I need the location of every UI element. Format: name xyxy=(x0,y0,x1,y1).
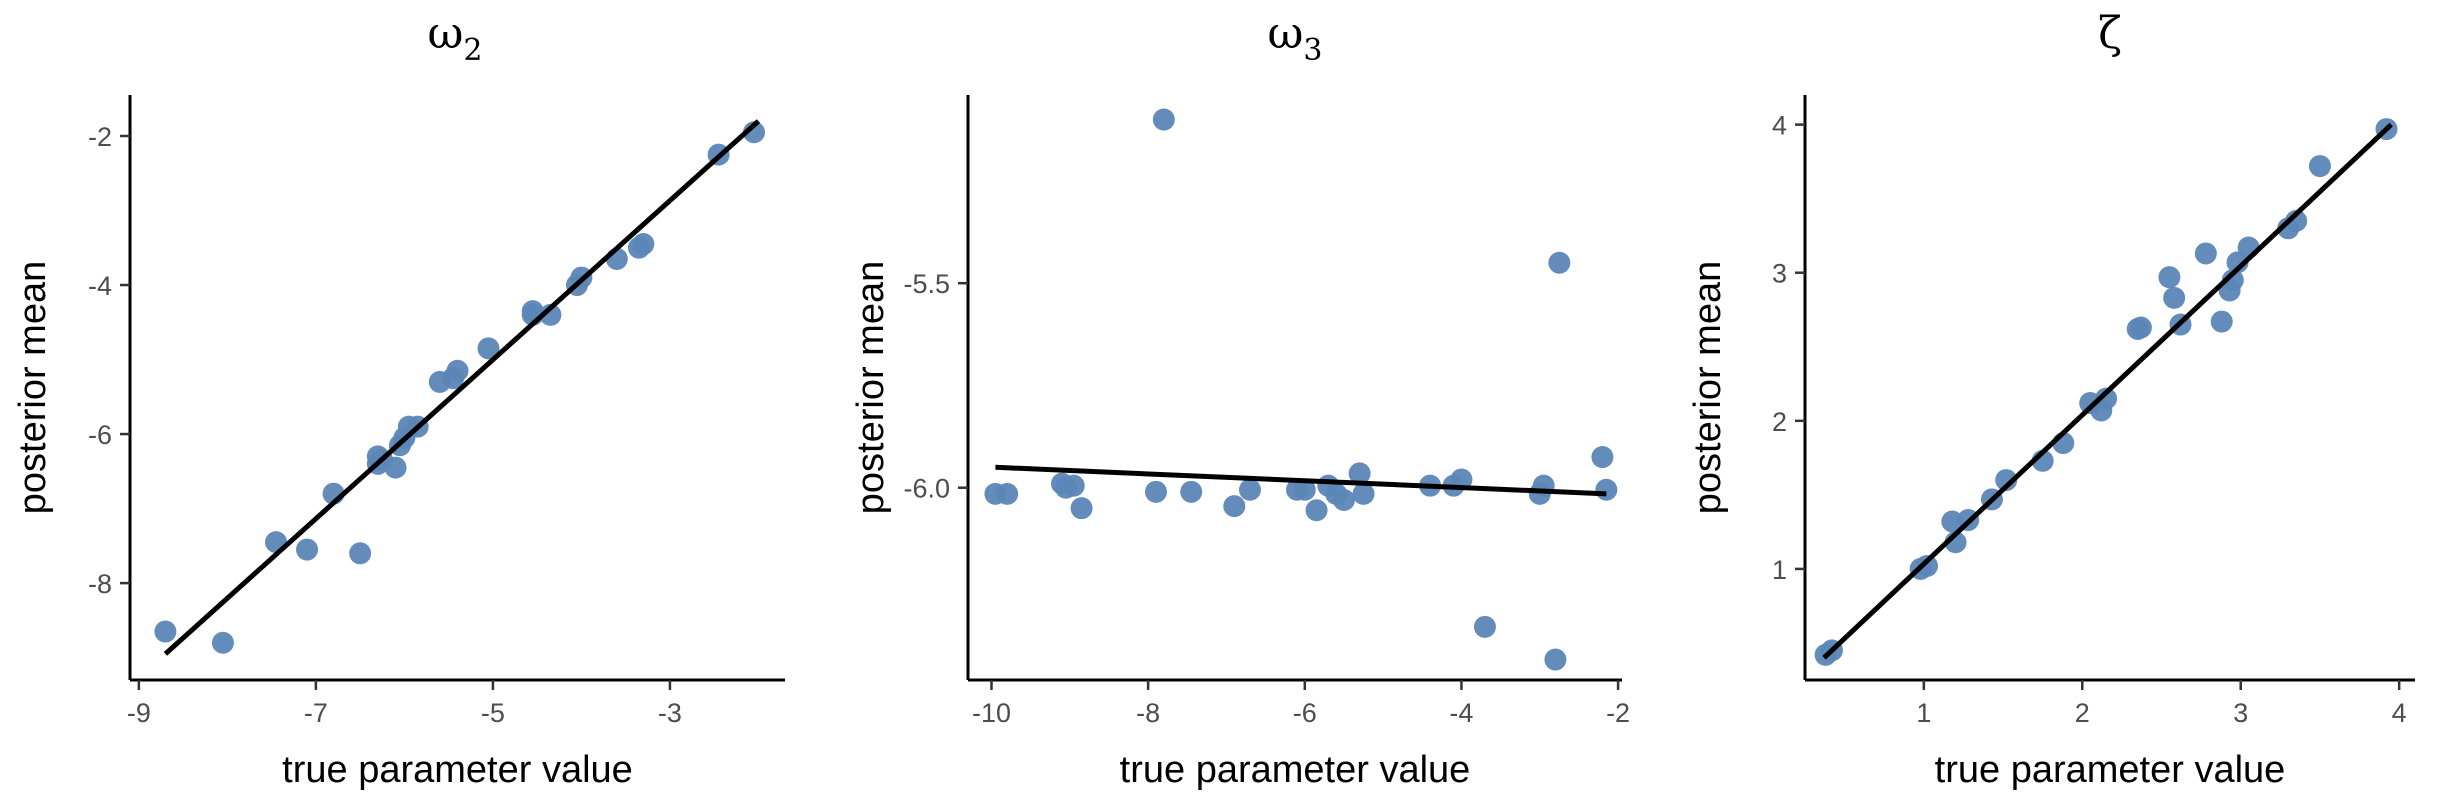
data-point xyxy=(539,303,562,326)
data-point xyxy=(477,337,500,360)
x-tick-label: -2 xyxy=(1606,698,1630,728)
y-tick-label: -2 xyxy=(88,122,112,152)
data-point xyxy=(996,482,1019,505)
data-point xyxy=(1152,108,1175,131)
x-tick-label: -8 xyxy=(1136,698,1160,728)
data-point xyxy=(2285,209,2308,232)
x-tick-label: -3 xyxy=(658,698,682,728)
data-point xyxy=(1070,497,1093,520)
x-tick-label: -9 xyxy=(127,698,151,728)
y-tick-label: 2 xyxy=(1772,407,1787,437)
panel-title-symbol: ω xyxy=(1268,8,1304,59)
data-point xyxy=(446,359,469,382)
panel-zeta: ζ 1 2 3 4 1 2 3 4 true parameter value posterior m… xyxy=(1687,8,2415,791)
panel-title-omega3: ω3 xyxy=(1268,8,1323,68)
y-tick-label: -4 xyxy=(88,271,112,301)
data-point xyxy=(2163,286,2186,309)
data-point xyxy=(1238,478,1261,501)
x-tick-label: 4 xyxy=(2392,698,2407,728)
data-point xyxy=(2221,269,2244,292)
fit-line xyxy=(163,119,761,656)
panel-title-omega2: ω2 xyxy=(428,8,483,68)
y-tick-label: 1 xyxy=(1772,555,1787,585)
data-point xyxy=(2308,155,2331,178)
y-tick-label: 3 xyxy=(1772,259,1787,289)
y-axis-title: posterior mean xyxy=(12,261,54,514)
data-point xyxy=(384,456,407,479)
data-point xyxy=(1332,489,1355,511)
data-point xyxy=(2210,310,2233,333)
x-axis-title: true parameter value xyxy=(282,749,633,791)
x-tick-label: 1 xyxy=(1916,698,1931,728)
x-tick-label: -5 xyxy=(481,698,505,728)
x-tick-label: -10 xyxy=(972,698,1011,728)
data-point xyxy=(2194,242,2217,265)
data-point xyxy=(2129,316,2152,339)
data-point xyxy=(296,538,319,561)
y-axis-title: posterior mean xyxy=(850,261,892,514)
data-point xyxy=(1305,499,1328,522)
data-point xyxy=(1544,648,1567,671)
panel-title-symbol: ζ xyxy=(2098,8,2122,59)
panel-omega3: ω3 -10 -8 -6 -4 -2 -6.0 -5.5 true parameter valu… xyxy=(850,8,1630,791)
data-point xyxy=(1591,446,1614,469)
data-point xyxy=(1595,478,1618,501)
x-tick-label: -4 xyxy=(1449,698,1473,728)
x-axis-title: true parameter value xyxy=(1935,749,2286,791)
data-point xyxy=(2158,266,2181,289)
y-tick-label: -5.5 xyxy=(903,269,950,299)
y-tick-label: 4 xyxy=(1772,111,1787,141)
panel-title-zeta: ζ xyxy=(2098,8,2122,59)
data-point xyxy=(1180,480,1203,503)
x-tick-label: -7 xyxy=(304,698,328,728)
data-point xyxy=(1473,615,1496,638)
data-point xyxy=(1223,495,1246,518)
data-point xyxy=(1352,482,1375,505)
panel-title-subscript: 3 xyxy=(1303,33,1322,68)
x-tick-label: 2 xyxy=(2075,698,2090,728)
fit-line xyxy=(995,464,1607,497)
panel-title-symbol: ω xyxy=(428,8,464,59)
fit-line xyxy=(1822,122,2393,660)
x-tick-label: 3 xyxy=(2233,698,2248,728)
panel-title-subscript: 2 xyxy=(463,33,482,68)
data-point xyxy=(1348,462,1371,485)
x-tick-label: -6 xyxy=(1293,698,1317,728)
data-point xyxy=(632,233,655,256)
y-tick-label: -8 xyxy=(88,569,112,599)
data-point xyxy=(1995,469,2018,492)
data-point xyxy=(211,631,234,654)
y-axis-title: posterior mean xyxy=(1687,261,1729,514)
data-point xyxy=(1062,474,1085,497)
y-tick-label: -6.0 xyxy=(903,474,950,504)
panel-omega2: ω2 -9 -7 -5 -3 -8 -6 -4 -2 true parameter value po… xyxy=(12,8,785,791)
data-point xyxy=(1941,510,1964,533)
data-point xyxy=(1916,554,1938,577)
data-point xyxy=(2095,387,2118,410)
data-point xyxy=(1144,480,1167,503)
x-axis-title: true parameter value xyxy=(1120,749,1471,791)
data-point xyxy=(1293,478,1316,501)
data-point xyxy=(349,542,372,565)
y-tick-label: -6 xyxy=(88,420,112,450)
data-point xyxy=(154,620,177,643)
data-point xyxy=(1548,251,1571,274)
